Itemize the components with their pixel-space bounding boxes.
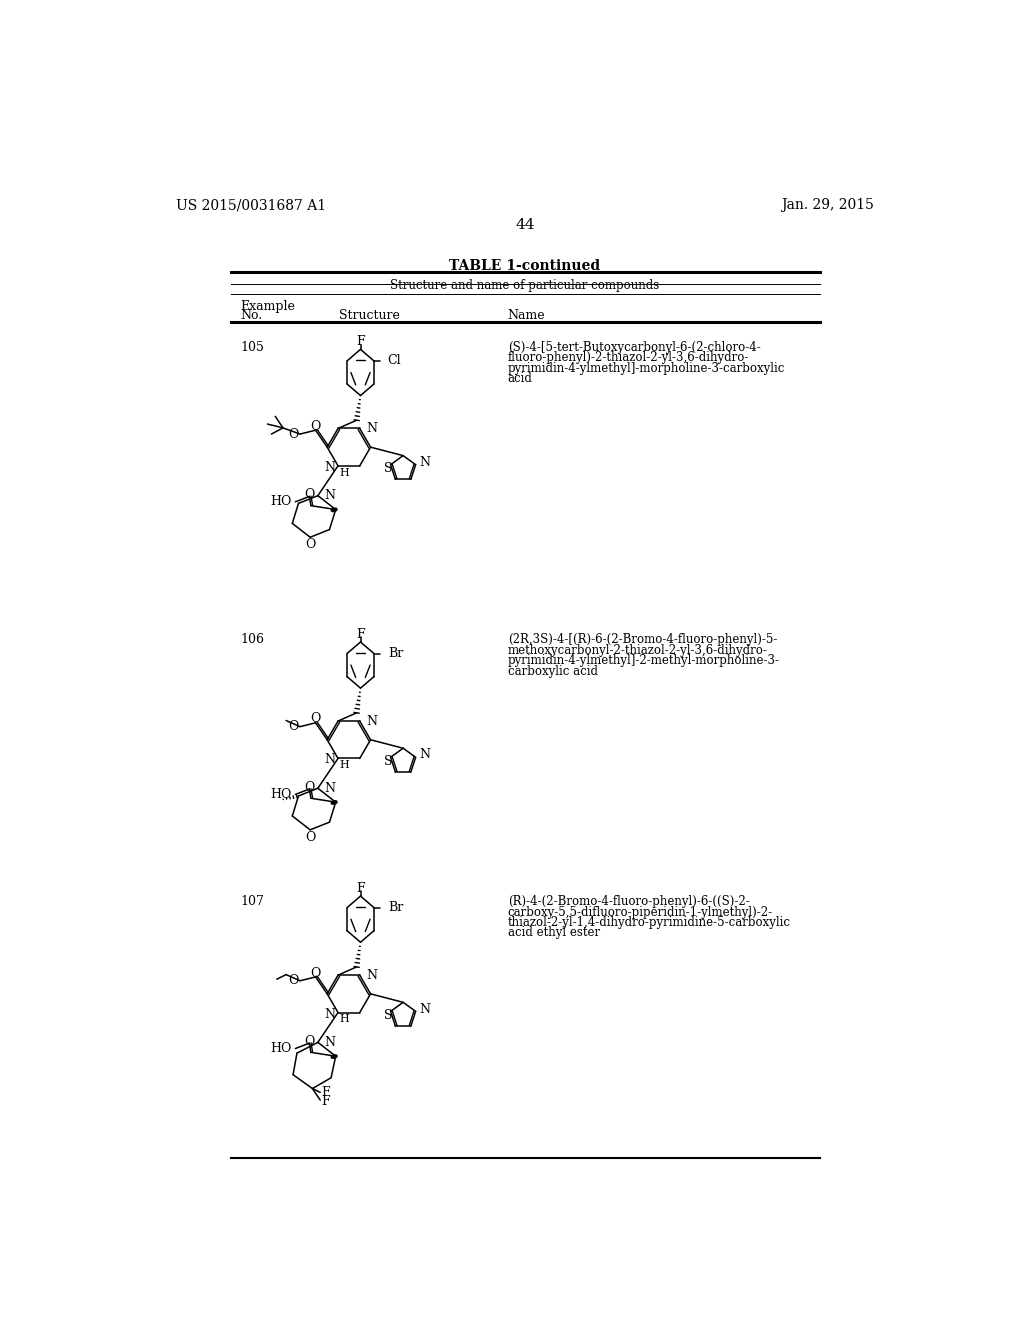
Text: 44: 44 bbox=[515, 218, 535, 232]
Text: F: F bbox=[322, 1096, 331, 1109]
Text: O: O bbox=[288, 428, 299, 441]
Text: N: N bbox=[420, 455, 430, 469]
Text: S: S bbox=[384, 1008, 392, 1022]
Text: N: N bbox=[324, 490, 335, 502]
Text: N: N bbox=[325, 754, 336, 767]
Text: F: F bbox=[356, 882, 365, 895]
Text: F: F bbox=[356, 335, 365, 348]
Text: S: S bbox=[384, 755, 392, 768]
Text: Br: Br bbox=[388, 902, 403, 915]
Text: O: O bbox=[305, 832, 315, 843]
Text: H: H bbox=[340, 467, 349, 478]
Text: F: F bbox=[322, 1086, 331, 1100]
Text: HO: HO bbox=[270, 788, 292, 801]
Text: pyrimidin-4-ylmethyl]-2-methyl-morpholine-3-: pyrimidin-4-ylmethyl]-2-methyl-morpholin… bbox=[508, 655, 779, 668]
Text: (R)-4-(2-Bromo-4-fluoro-phenyl)-6-((S)-2-: (R)-4-(2-Bromo-4-fluoro-phenyl)-6-((S)-2… bbox=[508, 895, 750, 908]
Text: O: O bbox=[304, 781, 314, 795]
Text: US 2015/0031687 A1: US 2015/0031687 A1 bbox=[176, 198, 327, 213]
Text: O: O bbox=[304, 1035, 314, 1048]
Text: acid ethyl ester: acid ethyl ester bbox=[508, 927, 600, 940]
Text: N: N bbox=[420, 1003, 430, 1015]
Text: O: O bbox=[288, 721, 299, 733]
Text: N: N bbox=[367, 969, 378, 982]
Text: carboxylic acid: carboxylic acid bbox=[508, 665, 598, 677]
Text: O: O bbox=[310, 966, 321, 979]
Text: H: H bbox=[340, 1015, 349, 1024]
Text: (S)-4-[5-tert-Butoxycarbonyl-6-(2-chloro-4-: (S)-4-[5-tert-Butoxycarbonyl-6-(2-chloro… bbox=[508, 341, 761, 354]
Text: N: N bbox=[420, 748, 430, 762]
Text: N: N bbox=[324, 1036, 335, 1049]
Text: HO: HO bbox=[270, 1041, 292, 1055]
Text: O: O bbox=[310, 420, 321, 433]
Text: Br: Br bbox=[388, 647, 403, 660]
Text: N: N bbox=[325, 1007, 336, 1020]
Text: Structure and name of particular compounds: Structure and name of particular compoun… bbox=[390, 280, 659, 292]
Text: 107: 107 bbox=[241, 895, 264, 908]
Text: TABLE 1-continued: TABLE 1-continued bbox=[450, 259, 600, 272]
Text: HO: HO bbox=[270, 495, 292, 508]
Text: (2R,3S)-4-[(R)-6-(2-Bromo-4-fluoro-phenyl)-5-: (2R,3S)-4-[(R)-6-(2-Bromo-4-fluoro-pheny… bbox=[508, 634, 777, 647]
Text: Structure: Structure bbox=[339, 309, 400, 322]
Text: Name: Name bbox=[508, 309, 546, 322]
Text: H: H bbox=[340, 760, 349, 771]
Text: O: O bbox=[305, 539, 315, 552]
Text: Jan. 29, 2015: Jan. 29, 2015 bbox=[780, 198, 873, 213]
Text: O: O bbox=[304, 488, 314, 502]
Text: N: N bbox=[324, 781, 335, 795]
Text: O: O bbox=[288, 974, 299, 987]
Text: F: F bbox=[356, 628, 365, 640]
Text: N: N bbox=[367, 422, 378, 436]
Text: pyrimidin-4-ylmethyl]-morpholine-3-carboxylic: pyrimidin-4-ylmethyl]-morpholine-3-carbo… bbox=[508, 362, 785, 375]
Text: O: O bbox=[310, 713, 321, 726]
Text: thiazol-2-yl-1,4-dihydro-pyrimidine-5-carboxylic: thiazol-2-yl-1,4-dihydro-pyrimidine-5-ca… bbox=[508, 916, 791, 929]
Text: methoxycarbonyl-2-thiazol-2-yl-3,6-dihydro-: methoxycarbonyl-2-thiazol-2-yl-3,6-dihyd… bbox=[508, 644, 768, 657]
Text: N: N bbox=[325, 461, 336, 474]
Text: 105: 105 bbox=[241, 341, 264, 354]
Text: acid: acid bbox=[508, 372, 532, 385]
Text: S: S bbox=[384, 462, 392, 475]
Text: carboxy-5,5-difluoro-piperidin-1-ylmethyl)-2-: carboxy-5,5-difluoro-piperidin-1-ylmethy… bbox=[508, 906, 773, 919]
Text: No.: No. bbox=[241, 309, 262, 322]
Text: fluoro-phenyl)-2-thiazol-2-yl-3,6-dihydro-: fluoro-phenyl)-2-thiazol-2-yl-3,6-dihydr… bbox=[508, 351, 750, 364]
Text: Cl: Cl bbox=[387, 354, 400, 367]
Text: 106: 106 bbox=[241, 634, 264, 647]
Text: N: N bbox=[367, 714, 378, 727]
Text: Example: Example bbox=[241, 300, 295, 313]
